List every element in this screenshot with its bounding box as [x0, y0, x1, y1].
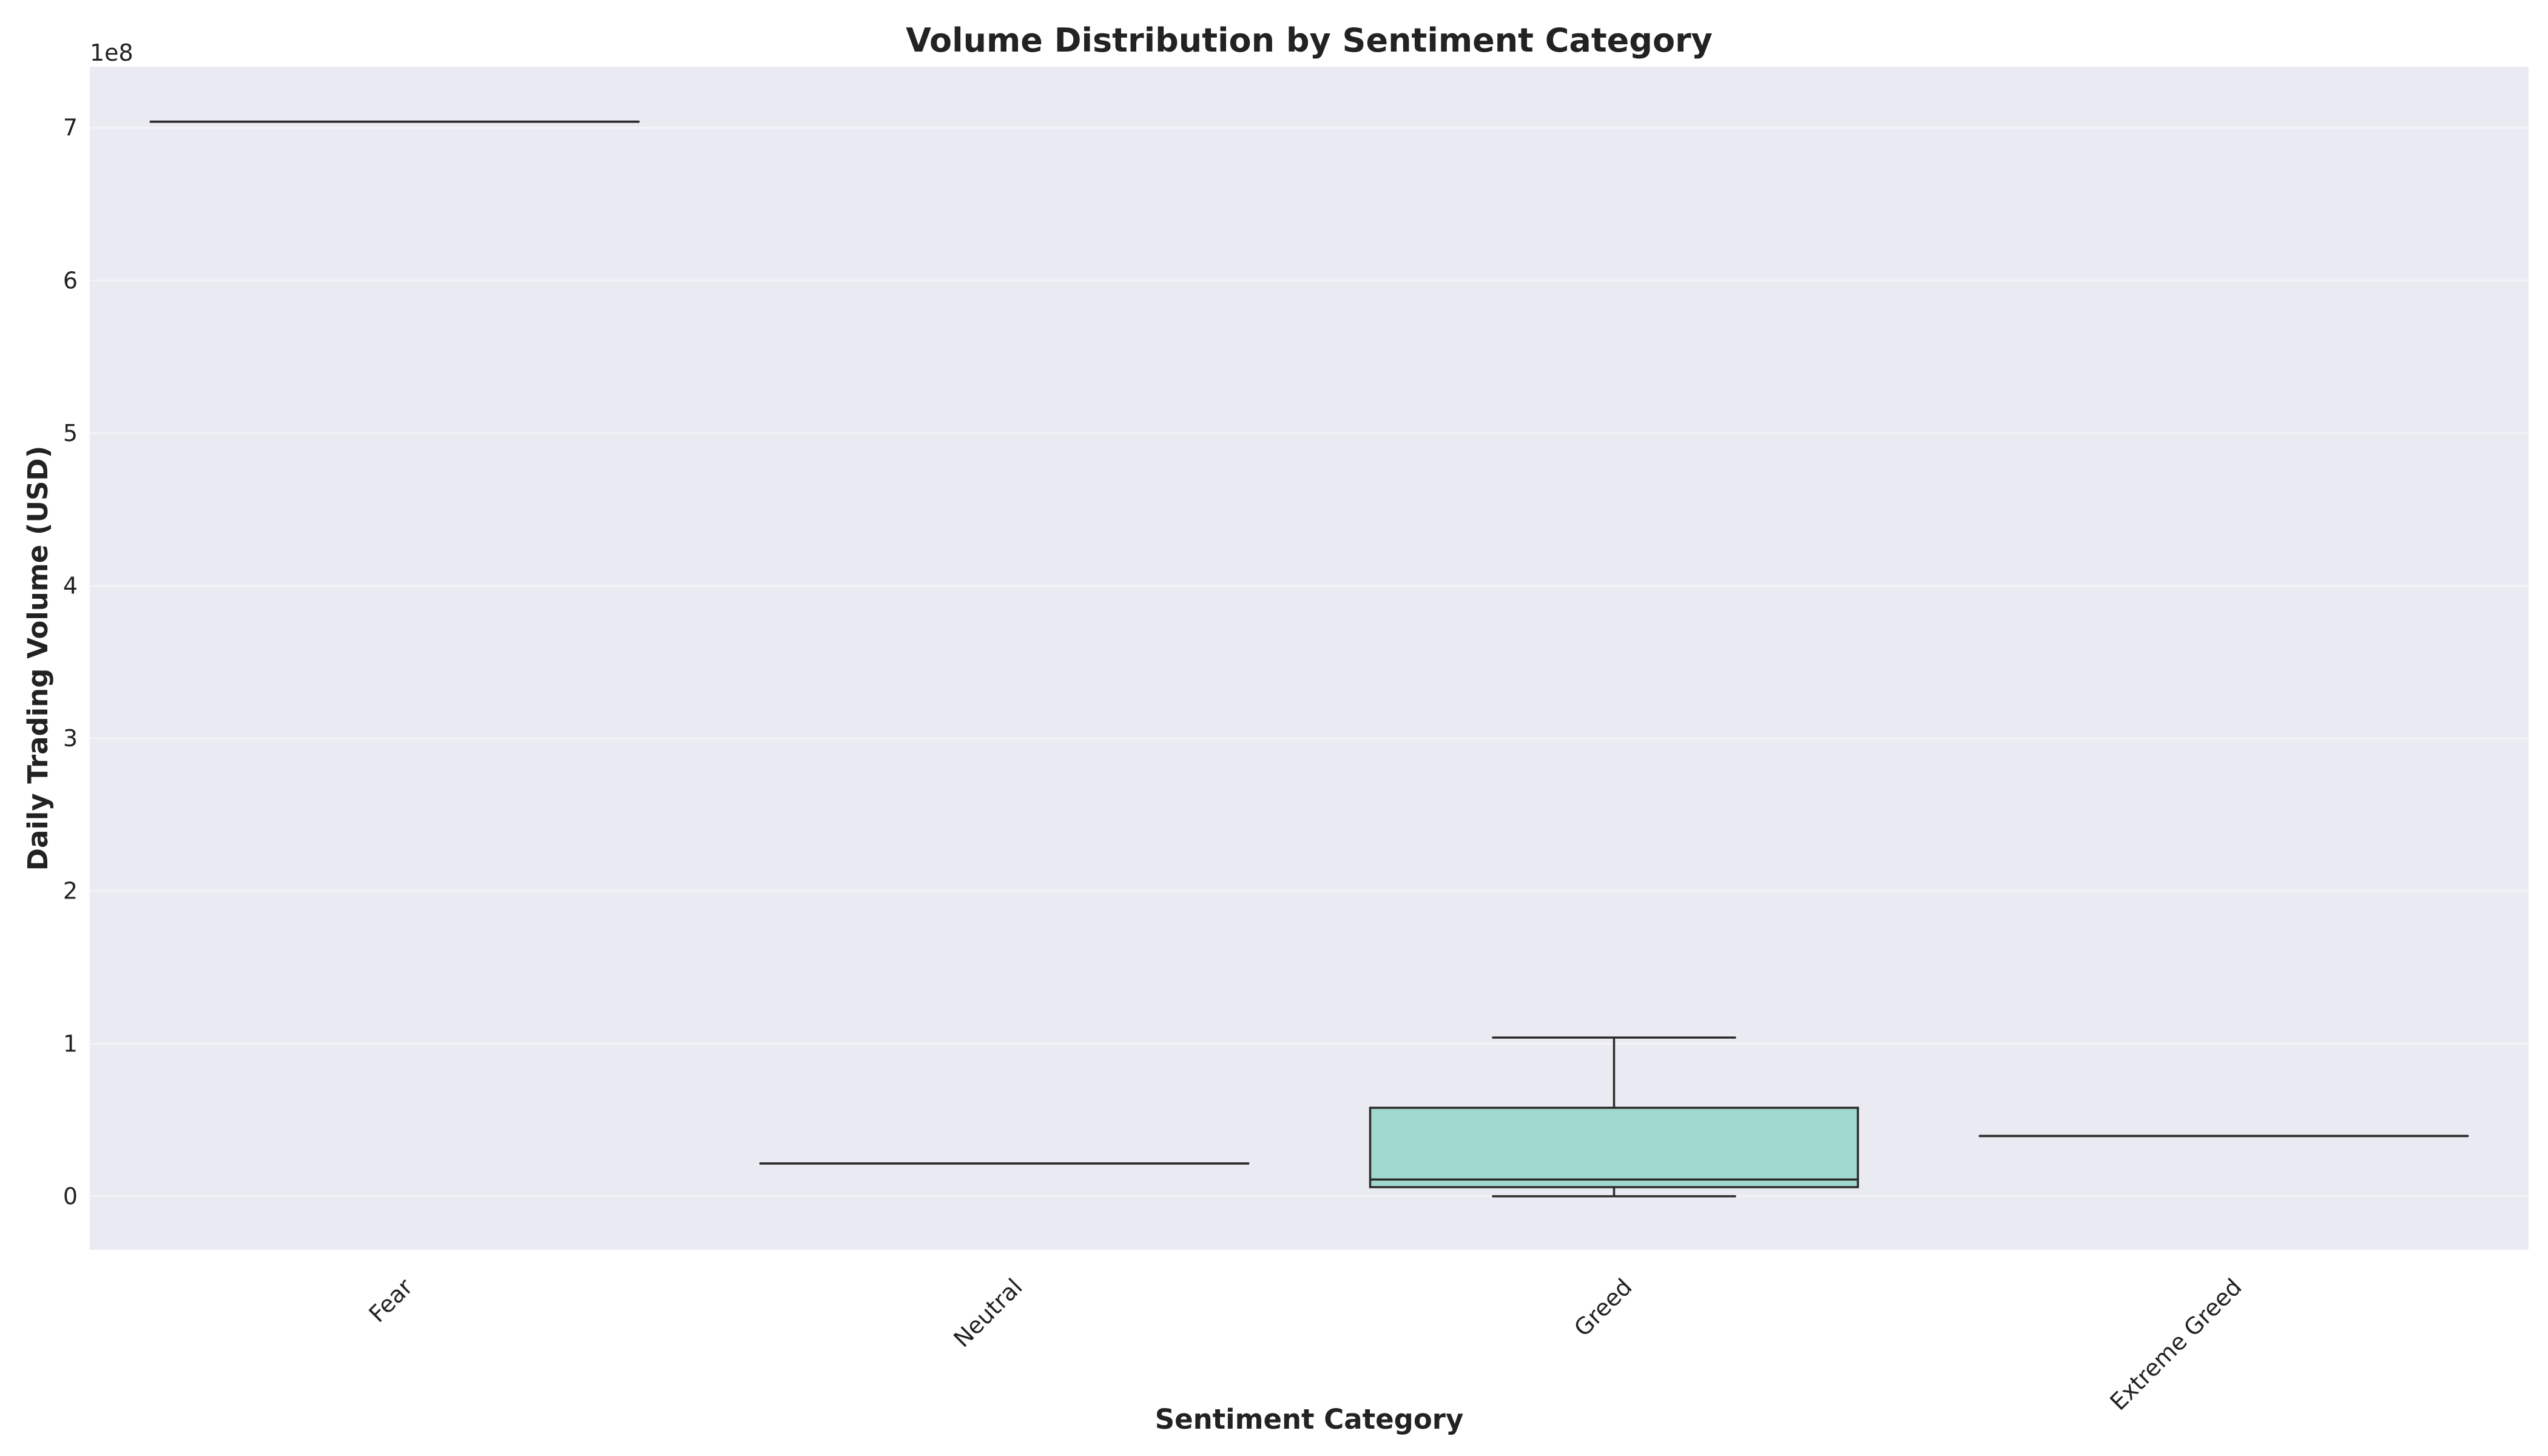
y-axis-label: Daily Trading Volume (USD) [22, 446, 54, 871]
grid-lines [90, 127, 2529, 1198]
y-tick-label: 6 [63, 267, 78, 294]
x-tick-label: Fear [364, 1273, 418, 1327]
y-axis-ticks: 0 1 2 3 4 5 6 7 [63, 115, 78, 1210]
y-offset-label: 1e8 [90, 39, 133, 66]
x-axis-ticks: Fear Neutral Greed Extreme Greed [364, 1273, 2247, 1415]
y-tick-label: 5 [63, 420, 78, 447]
y-tick-label: 0 [63, 1183, 78, 1210]
y-tick-label: 2 [63, 878, 78, 905]
box-body [1369, 1107, 1859, 1188]
x-axis-label: Sentiment Category [1155, 1403, 1464, 1435]
plot-area [90, 67, 2529, 1250]
x-tick-label: Neutral [948, 1273, 1027, 1352]
y-tick-label: 1 [63, 1030, 78, 1057]
x-tick-label: Greed [1569, 1273, 1637, 1342]
box-plots [149, 120, 2469, 1198]
y-tick-label: 3 [63, 725, 78, 752]
x-tick-label: Extreme Greed [2105, 1273, 2247, 1415]
box-greed [1369, 1036, 1859, 1198]
chart-title: Volume Distribution by Sentiment Categor… [906, 21, 1713, 59]
y-tick-label: 7 [63, 115, 78, 141]
y-tick-label: 4 [63, 572, 78, 599]
